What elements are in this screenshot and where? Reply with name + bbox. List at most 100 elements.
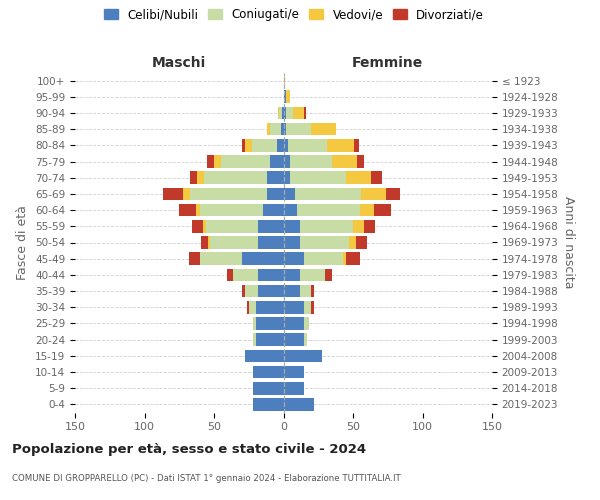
Legend: Celibi/Nubili, Coniugati/e, Vedovi/e, Divorziati/e: Celibi/Nubili, Coniugati/e, Vedovi/e, Di… bbox=[99, 4, 489, 26]
Bar bbox=[284, 350, 322, 362]
Bar bbox=[374, 204, 391, 216]
Bar bbox=[204, 172, 267, 184]
Bar bbox=[190, 188, 267, 200]
Bar bbox=[361, 188, 386, 200]
Bar bbox=[278, 106, 280, 120]
Bar bbox=[284, 317, 304, 330]
Bar bbox=[259, 268, 284, 281]
Bar bbox=[304, 106, 306, 120]
Bar bbox=[284, 106, 286, 120]
Bar bbox=[286, 106, 293, 120]
Bar bbox=[214, 155, 221, 168]
Bar bbox=[202, 236, 208, 249]
Bar bbox=[281, 123, 284, 136]
Bar bbox=[304, 301, 311, 314]
Bar bbox=[295, 188, 361, 200]
Bar bbox=[253, 317, 256, 330]
Bar bbox=[227, 268, 233, 281]
Bar bbox=[256, 301, 284, 314]
Bar bbox=[284, 285, 300, 298]
Bar bbox=[245, 285, 259, 298]
Bar bbox=[356, 236, 367, 249]
Bar bbox=[253, 398, 284, 410]
Bar bbox=[233, 268, 259, 281]
Bar bbox=[346, 172, 371, 184]
Bar bbox=[269, 123, 281, 136]
Bar bbox=[200, 252, 242, 265]
Bar bbox=[284, 366, 304, 378]
Bar bbox=[247, 301, 249, 314]
Bar bbox=[256, 334, 284, 346]
Bar bbox=[300, 285, 311, 298]
Bar bbox=[304, 252, 343, 265]
Bar bbox=[332, 155, 357, 168]
Bar bbox=[253, 334, 256, 346]
Text: Femmine: Femmine bbox=[352, 56, 424, 70]
Bar bbox=[197, 172, 204, 184]
Bar bbox=[364, 220, 375, 232]
Bar bbox=[290, 155, 332, 168]
Bar bbox=[386, 188, 400, 200]
Bar bbox=[259, 285, 284, 298]
Bar bbox=[284, 301, 304, 314]
Bar bbox=[355, 139, 359, 151]
Bar bbox=[304, 317, 308, 330]
Bar bbox=[298, 204, 360, 216]
Bar bbox=[267, 188, 284, 200]
Bar bbox=[210, 236, 259, 249]
Bar bbox=[282, 106, 284, 120]
Bar bbox=[277, 139, 284, 151]
Bar bbox=[184, 188, 190, 200]
Bar bbox=[286, 123, 311, 136]
Bar bbox=[196, 204, 200, 216]
Bar bbox=[284, 398, 314, 410]
Bar bbox=[163, 188, 184, 200]
Bar bbox=[311, 285, 314, 298]
Bar bbox=[267, 172, 284, 184]
Bar bbox=[284, 172, 290, 184]
Bar bbox=[192, 220, 203, 232]
Bar bbox=[300, 268, 325, 281]
Bar bbox=[284, 90, 286, 103]
Bar bbox=[190, 172, 197, 184]
Bar bbox=[249, 301, 256, 314]
Bar bbox=[311, 301, 314, 314]
Bar bbox=[221, 155, 269, 168]
Bar bbox=[300, 236, 349, 249]
Bar bbox=[284, 236, 300, 249]
Bar bbox=[259, 220, 284, 232]
Bar bbox=[189, 252, 200, 265]
Bar bbox=[269, 155, 284, 168]
Bar bbox=[263, 204, 284, 216]
Bar bbox=[253, 382, 284, 394]
Bar bbox=[287, 139, 326, 151]
Bar bbox=[284, 382, 304, 394]
Bar bbox=[284, 188, 295, 200]
Bar bbox=[343, 252, 346, 265]
Bar bbox=[300, 220, 353, 232]
Bar bbox=[311, 123, 337, 136]
Bar bbox=[353, 220, 364, 232]
Y-axis label: Fasce di età: Fasce di età bbox=[16, 205, 29, 280]
Bar bbox=[284, 252, 304, 265]
Bar bbox=[259, 236, 284, 249]
Bar bbox=[267, 123, 269, 136]
Bar bbox=[179, 204, 196, 216]
Bar bbox=[357, 155, 364, 168]
Bar bbox=[253, 366, 284, 378]
Bar bbox=[290, 172, 346, 184]
Bar bbox=[242, 285, 245, 298]
Bar bbox=[256, 317, 284, 330]
Bar bbox=[207, 155, 214, 168]
Bar bbox=[346, 252, 360, 265]
Y-axis label: Anni di nascita: Anni di nascita bbox=[562, 196, 575, 288]
Bar bbox=[304, 334, 307, 346]
Bar bbox=[286, 90, 290, 103]
Bar bbox=[200, 204, 263, 216]
Bar bbox=[206, 220, 259, 232]
Bar bbox=[326, 139, 355, 151]
Bar bbox=[284, 139, 287, 151]
Bar bbox=[242, 139, 245, 151]
Bar bbox=[245, 350, 284, 362]
Bar bbox=[284, 268, 300, 281]
